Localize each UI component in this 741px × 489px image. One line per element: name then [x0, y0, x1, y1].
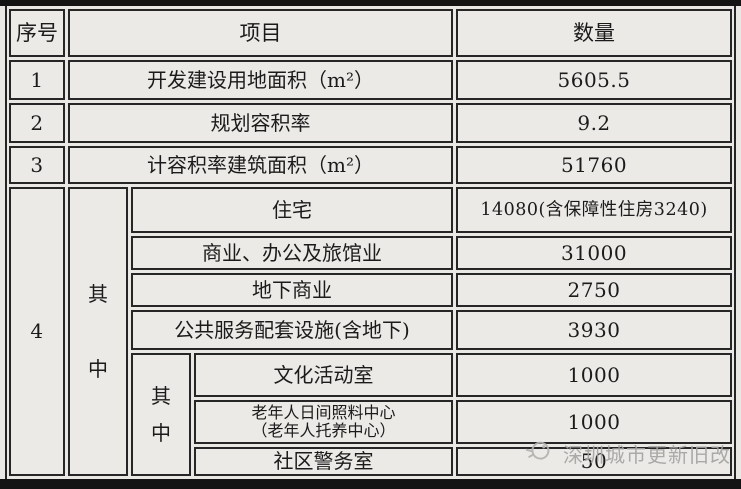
- row4-item-residential-cell: 住宅: [131, 187, 453, 233]
- elderly-center-line1: 老年人日间照料中心: [251, 402, 396, 422]
- row2-item-cell: 规划容积率: [68, 103, 453, 143]
- row1-index-cell: 1: [9, 60, 65, 100]
- row4-item-public-service-cell: 公共服务配套设施(含地下): [131, 310, 453, 350]
- row2-quantity-cell: 9.2: [456, 103, 732, 143]
- row1-item-cell: 开发建设用地面积（m²）: [68, 60, 453, 100]
- row4-quantity-commercial-cell: 31000: [456, 236, 732, 270]
- header-cell-quantity: 数量: [456, 9, 732, 57]
- row4-quantity-underground-commercial-cell: 2750: [456, 273, 732, 307]
- planning-data-table: 序号 项目 数量 1 开发建设用地面积（m²） 5605.5 2 规划容积率 9…: [5, 6, 736, 479]
- table-bottom-border: [0, 479, 741, 489]
- table-top-border: [0, 0, 741, 6]
- subgroup-item-police-room-cell: 社区警务室: [194, 447, 453, 476]
- row1-quantity-cell: 5605.5: [456, 60, 732, 100]
- table-grid: 序号 项目 数量 1 开发建设用地面积（m²） 5605.5 2 规划容积率 9…: [9, 9, 732, 476]
- row4-item-commercial-cell: 商业、办公及旅馆业: [131, 236, 453, 270]
- subgroup-label-cell: 其 中: [131, 353, 191, 476]
- row4-group-label-cell: 其 中: [68, 187, 128, 476]
- subgroup-item-elderly-center-cell: 老年人日间照料中心 （老年人托养中心）: [194, 400, 453, 444]
- header-cell-item: 项目: [68, 9, 453, 57]
- header-cell-index: 序号: [9, 9, 65, 57]
- row3-quantity-cell: 51760: [456, 146, 732, 184]
- subgroup-quantity-culture-room-cell: 1000: [456, 353, 732, 397]
- subgroup-quantity-elderly-center-cell: 1000: [456, 400, 732, 444]
- row3-index-cell: 3: [9, 146, 65, 184]
- subgroup-label-char-2: 中: [151, 420, 171, 445]
- row3-item-cell: 计容积率建筑面积（m²）: [68, 146, 453, 184]
- subgroup-label-char-1: 其: [151, 383, 171, 408]
- row4-item-underground-commercial-cell: 地下商业: [131, 273, 453, 307]
- row4-index-cell: 4: [9, 187, 65, 476]
- elderly-center-line2: （老年人托养中心）: [251, 421, 396, 440]
- group-label-char-1: 其: [88, 281, 108, 306]
- row4-quantity-residential-cell: 14080(含保障性住房3240): [456, 187, 732, 233]
- subgroup-quantity-police-room-cell: 50: [456, 447, 732, 476]
- subgroup-item-culture-room-cell: 文化活动室: [194, 353, 453, 397]
- row2-index-cell: 2: [9, 103, 65, 143]
- row4-quantity-public-service-cell: 3930: [456, 310, 732, 350]
- group-label-char-2: 中: [88, 356, 108, 381]
